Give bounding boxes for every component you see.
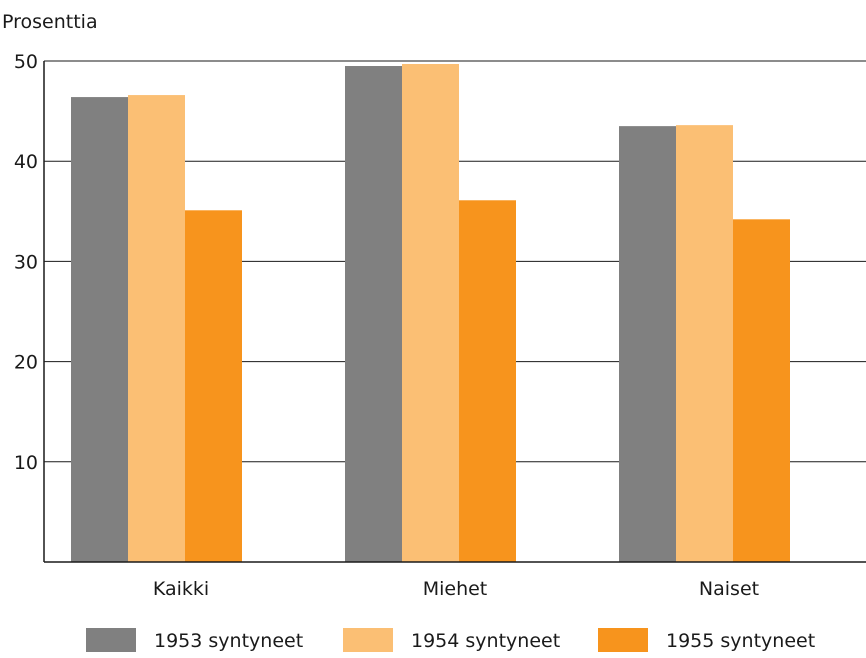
legend: 1953 syntyneet 1954 syntyneet 1955 syntyne… bbox=[86, 628, 815, 652]
legend-swatch-0 bbox=[86, 628, 136, 652]
bar-naiset-1 bbox=[676, 125, 733, 563]
y-tick-label: 30 bbox=[14, 251, 38, 273]
bar-kaikki-0 bbox=[71, 97, 128, 563]
bar-naiset-0 bbox=[619, 126, 676, 562]
x-tick-label: Naiset bbox=[699, 578, 759, 600]
bar-miehet-0 bbox=[345, 66, 402, 562]
y-tick-label: 40 bbox=[14, 151, 38, 173]
x-tick-label: Kaikki bbox=[153, 578, 209, 600]
y-tick-label: 50 bbox=[14, 51, 38, 73]
legend-label-1: 1954 syntyneet bbox=[411, 630, 560, 652]
legend-label-0: 1953 syntyneet bbox=[154, 630, 303, 652]
bars bbox=[71, 64, 790, 563]
legend-label-2: 1955 syntyneet bbox=[666, 630, 815, 652]
y-axis-title: Prosenttia bbox=[2, 11, 98, 33]
y-tick-label: 20 bbox=[14, 352, 38, 374]
legend-swatch-1 bbox=[343, 628, 393, 652]
axes: 10 20 30 40 50 Kaikki Miehet Naiset bbox=[14, 51, 866, 600]
bar-miehet-1 bbox=[402, 64, 459, 563]
legend-swatch-2 bbox=[598, 628, 648, 652]
bar-kaikki-2 bbox=[185, 210, 242, 562]
bar-naiset-2 bbox=[733, 219, 790, 563]
y-tick-label: 10 bbox=[14, 452, 38, 474]
bar-miehet-2 bbox=[459, 200, 516, 562]
bar-kaikki-1 bbox=[128, 95, 185, 563]
x-tick-label: Miehet bbox=[423, 578, 488, 600]
